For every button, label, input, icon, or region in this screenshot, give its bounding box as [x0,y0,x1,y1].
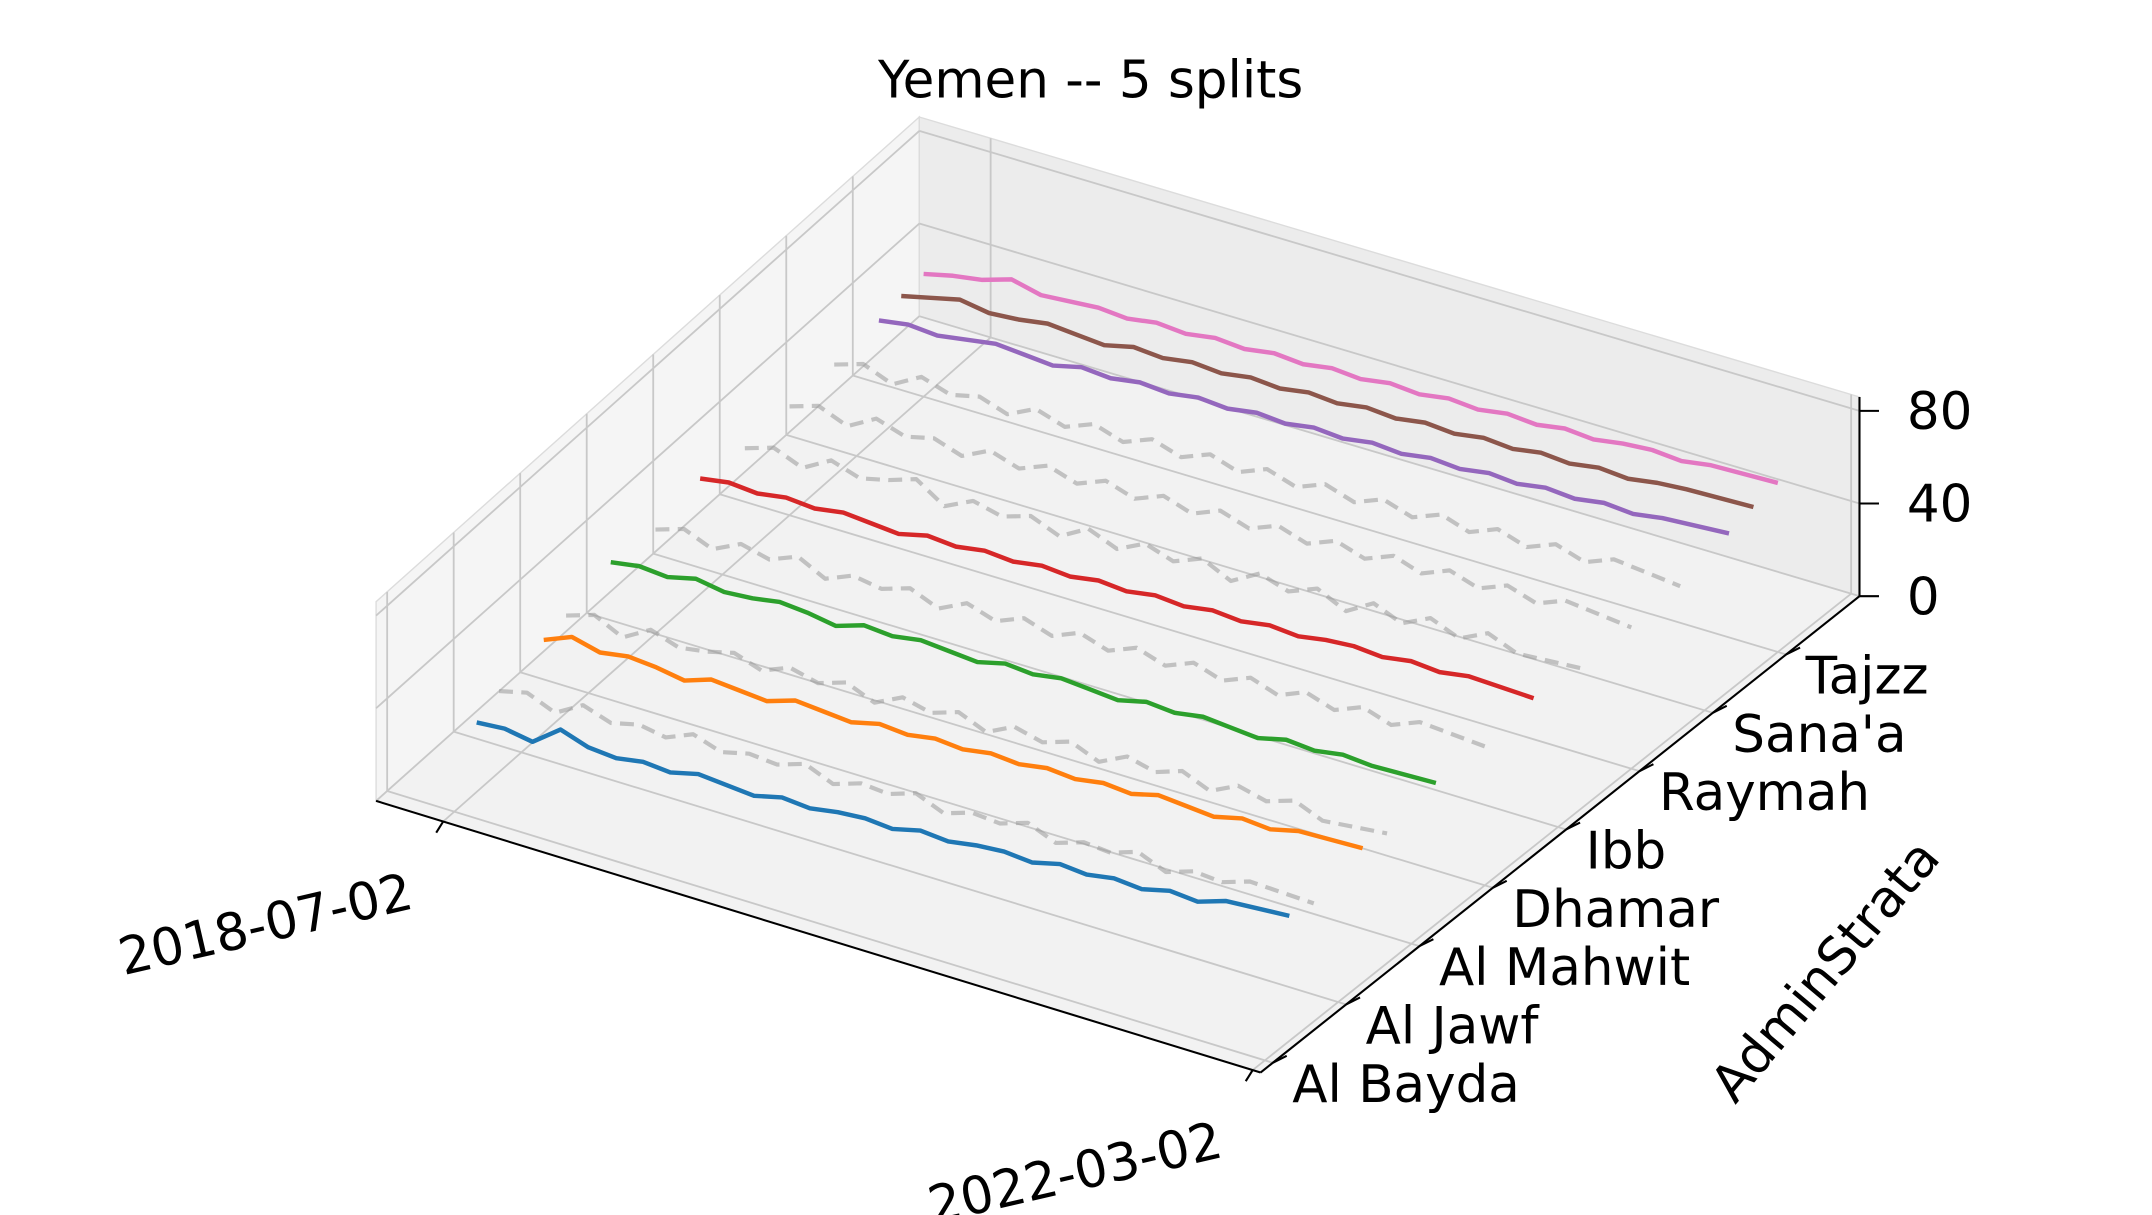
y-tick [1272,1054,1288,1064]
series-line [476,720,1290,919]
grid-line [719,493,1640,773]
x-tick [1244,1069,1254,1082]
series-line [498,688,1315,906]
grid-line [386,790,1274,1064]
y-tick-label: Dhamar [1512,880,1720,940]
series-line [566,612,1388,836]
chart-title: Yemen -- 5 splits [877,51,1303,111]
grid-line [852,374,1787,656]
series-line [901,293,1755,510]
series-line [789,403,1633,630]
y-tick [1565,821,1581,831]
y-tick [1345,996,1361,1006]
series-line [543,634,1364,851]
y-tick [1785,646,1801,656]
y-tick [1418,938,1434,948]
y-tick-label: Sana'a [1732,705,1906,765]
grid-line [375,222,920,709]
z-tick-label: 80 [1907,382,1973,442]
x-tick-label: 2022-03-02 [923,1111,1228,1215]
grid-line [919,315,1860,598]
series-line [923,271,1779,486]
z-tick-label: 40 [1907,475,1973,535]
y-axis-label: AdminStrata [1699,829,1952,1114]
series-line [878,318,1730,536]
y-tick-label: Al Bayda [1292,1055,1520,1115]
series-line [699,476,1535,701]
grid-line [453,730,1347,1006]
series-line [655,526,1486,749]
z-tick-label: 0 [1907,567,1940,627]
grid-line [375,315,920,802]
grid-line [519,671,1420,947]
grid-line [1252,592,1852,1071]
axis-line [1259,595,1861,1074]
x-tick-label: 2018-07-02 [113,862,418,988]
y-tick-label: Al Jawf [1366,996,1541,1056]
y-tick-label: Al Mahwit [1439,938,1690,998]
grid-line [786,434,1714,714]
grid-line [652,552,1567,831]
axis-line [375,799,1261,1074]
y-tick-label: Raymah [1659,763,1870,823]
y-tick [1639,763,1654,773]
y-tick [1492,879,1508,889]
series-line [744,445,1583,671]
x-tick [435,820,445,834]
y-tick-label: Ibb [1586,821,1667,881]
y-tick-label: Tajzz [1805,646,1929,706]
series-line [610,559,1437,786]
grid-line [919,222,1860,505]
grid-line [919,130,1860,412]
grid-line [375,130,920,617]
y-tick [1712,704,1728,714]
